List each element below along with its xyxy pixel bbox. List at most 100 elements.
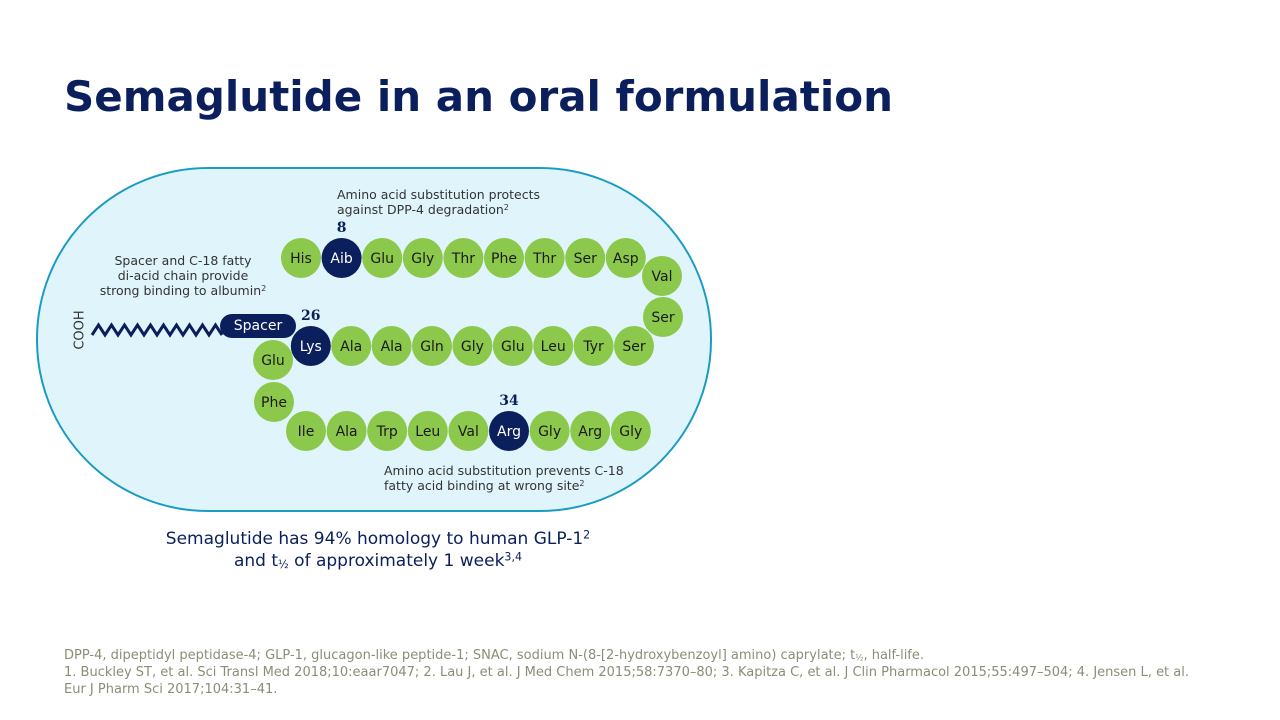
residue-label: Ile — [298, 424, 315, 440]
residue — [371, 326, 412, 366]
caption: Semaglutide has 94% homology to human GL… — [100, 528, 656, 572]
callout-text: Amino acid substitution prevents C-18 — [384, 463, 624, 478]
residue — [605, 238, 646, 278]
callout-text: fatty acid binding at wrong site — [384, 478, 580, 493]
callout: Spacer and C-18 fatty di-acid chain provi… — [80, 253, 286, 298]
callout-text: Amino acid substitution protects — [337, 187, 540, 202]
ref: 2 — [261, 282, 267, 293]
callout-text: Spacer and C-18 fatty — [114, 253, 252, 268]
residue — [610, 411, 651, 451]
callout-text: di-acid chain provide — [117, 268, 249, 283]
residue-label: Ser — [574, 251, 598, 267]
residue-label: Val — [458, 424, 479, 440]
residue — [529, 411, 570, 451]
residue — [448, 411, 489, 451]
residue-label: Leu — [415, 424, 440, 440]
residue-label: Gly — [619, 424, 642, 440]
callout-line: strong binding to albumin2 — [80, 283, 286, 298]
residue — [402, 238, 443, 278]
residue — [492, 326, 533, 366]
caption-text: of approximately 1 week — [288, 551, 505, 571]
sub: ½ — [278, 558, 289, 572]
residue — [484, 238, 524, 278]
residue-label: Asp — [613, 251, 639, 267]
residue-label: Leu — [541, 339, 566, 355]
residue — [443, 238, 484, 278]
residue-label: Aib — [330, 251, 352, 267]
residue-label: Ser — [651, 310, 675, 326]
ref: 2 — [503, 201, 509, 212]
ref: 3,4 — [504, 550, 522, 564]
callout-text: strong binding to albumin — [99, 283, 262, 298]
residue-label: Gln — [420, 339, 444, 355]
residue-label: Ala — [381, 339, 403, 355]
spacer — [220, 314, 296, 338]
residue-label: Glu — [501, 339, 525, 355]
residue-label: Tyr — [582, 339, 604, 355]
residue — [331, 326, 372, 366]
residue-label: Arg — [578, 424, 602, 440]
callout-line: Amino acid substitution protects — [337, 187, 540, 202]
residue — [642, 256, 682, 296]
callout-line: Spacer and C-18 fatty — [80, 253, 286, 268]
cooh-label: COOH — [73, 310, 88, 349]
footnote: , half-life. — [863, 648, 925, 663]
residue — [254, 382, 294, 422]
residue-label: Glu — [370, 251, 394, 267]
residue-label: Ala — [336, 424, 358, 440]
residue — [570, 411, 611, 451]
sub: ½ — [855, 652, 864, 663]
residue — [286, 411, 326, 451]
residue-label: Thr — [532, 251, 556, 267]
residue — [326, 411, 367, 451]
residue-label: Ala — [340, 339, 362, 355]
residue — [573, 326, 614, 366]
callout: Amino acid substitution prevents C-18 fat… — [384, 463, 624, 493]
residue-label: Phe — [491, 251, 517, 267]
residue-label: Phe — [261, 395, 287, 411]
slide-title: Semaglutide in an oral formulation — [64, 72, 894, 121]
residue — [253, 340, 293, 380]
ref: 2 — [583, 528, 591, 542]
callout-line: against DPP-4 degradation2 — [337, 202, 540, 217]
residue — [412, 326, 452, 366]
caption-text: and t — [233, 551, 279, 571]
residue-label: Lys — [300, 339, 322, 355]
residue-label: Arg — [497, 424, 521, 440]
residue — [489, 411, 529, 451]
residue — [524, 238, 565, 278]
residue — [533, 326, 574, 366]
callout-line: fatty acid binding at wrong site2 — [384, 478, 624, 493]
residue-label: Gly — [461, 339, 484, 355]
ref: 2 — [579, 477, 585, 488]
callout-text: against DPP-4 degradation — [337, 202, 504, 217]
residue-label: Val — [652, 269, 673, 285]
residue — [565, 238, 606, 278]
residue — [643, 297, 683, 337]
residue-label: Glu — [261, 353, 285, 369]
footnote: 1. Buckley ST, et al. Sci Transl Med 201… — [64, 665, 1190, 697]
callout-line: di-acid chain provide — [80, 268, 286, 283]
residue — [367, 411, 408, 451]
residue — [452, 326, 493, 366]
residue-number: 8 — [337, 220, 347, 236]
residue-label: Trp — [376, 424, 398, 440]
spacer-label: Spacer — [234, 318, 283, 334]
residue — [281, 238, 321, 278]
residue — [290, 326, 331, 366]
residue — [321, 238, 362, 278]
residue-number: 34 — [499, 393, 519, 409]
residue — [362, 238, 403, 278]
residue-label: Gly — [538, 424, 561, 440]
residue-label: Gly — [411, 251, 434, 267]
fatty-chain — [90, 322, 224, 338]
residue-label: Thr — [451, 251, 475, 267]
residue — [614, 326, 654, 366]
residue-label: His — [290, 251, 312, 267]
callout-line: Amino acid substitution prevents C-18 — [384, 463, 624, 478]
residue — [407, 411, 448, 451]
footnote: DPP-4, dipeptidyl peptidase-4; GLP-1, gl… — [64, 648, 856, 663]
caption-text: Semaglutide has 94% homology to human GL… — [165, 529, 584, 549]
